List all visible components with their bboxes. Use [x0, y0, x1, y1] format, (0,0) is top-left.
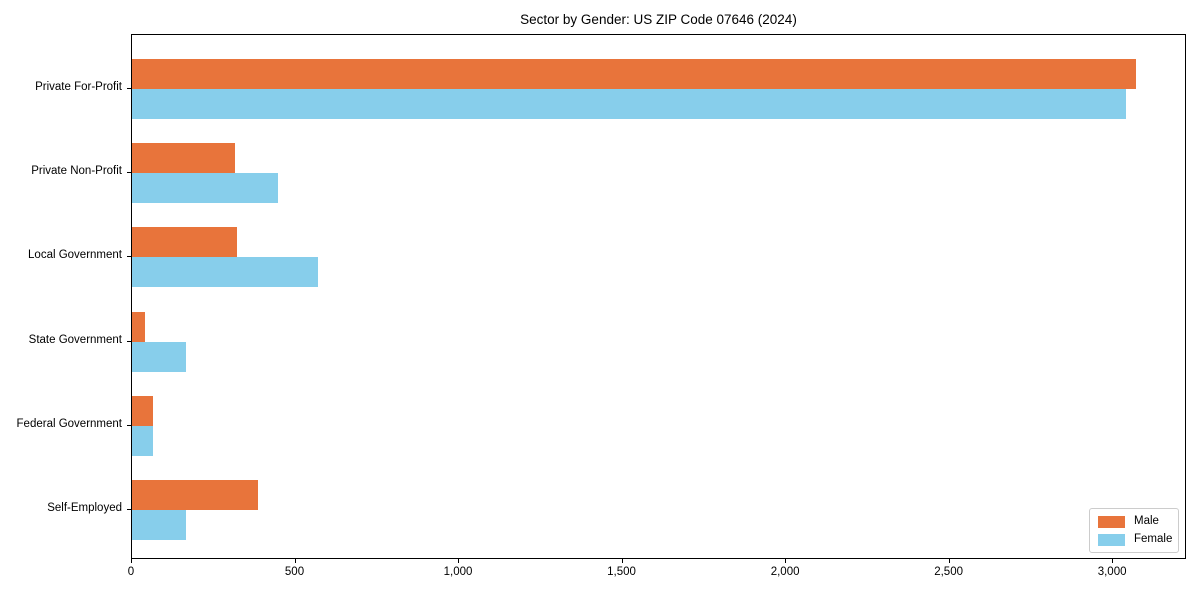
bar-male-3 — [132, 311, 146, 342]
x-tick — [294, 559, 296, 563]
x-tick — [131, 559, 132, 563]
legend: Male Female — [1089, 508, 1179, 553]
y-axis-label: State Government — [28, 333, 122, 346]
bar-female-0 — [132, 89, 1127, 119]
y-tick — [127, 256, 131, 258]
y-tick — [127, 88, 131, 89]
bar-male-1 — [132, 143, 235, 174]
x-tick-label: 2,500 — [934, 566, 963, 578]
bar-male-0 — [132, 59, 1136, 89]
y-axis-label: Private For-Profit — [35, 81, 122, 93]
x-tick — [785, 559, 787, 563]
y-tick — [127, 509, 131, 510]
legend-swatch-male-icon — [1098, 515, 1125, 528]
bar-female-1 — [132, 173, 278, 204]
bar-female-5 — [132, 510, 186, 540]
x-tick — [458, 559, 459, 563]
y-tick — [127, 340, 131, 342]
y-axis-label: Federal Government — [16, 417, 122, 430]
chart-title: Sector by Gender: US ZIP Code 07646 (202… — [520, 12, 797, 27]
legend-item-female: Female — [1098, 533, 1173, 546]
bar-female-2 — [132, 257, 319, 288]
bar-male-4 — [132, 395, 154, 426]
y-axis-label: Local Government — [28, 249, 122, 262]
x-tick-label: 3,000 — [1097, 566, 1127, 578]
x-tick-label: 500 — [284, 566, 305, 578]
plot-area: Male Female — [131, 34, 1186, 559]
x-tick — [1112, 559, 1114, 563]
bar-female-3 — [132, 341, 186, 372]
y-tick — [127, 424, 131, 426]
legend-label-female: Female — [1134, 533, 1173, 545]
y-axis-label: Private Non-Profit — [31, 165, 122, 178]
x-tick-label: 1,000 — [443, 566, 473, 578]
legend-swatch-female-icon — [1098, 533, 1125, 546]
legend-item-male: Male — [1098, 515, 1170, 528]
legend-label-male: Male — [1134, 515, 1159, 527]
bar-male-5 — [132, 480, 258, 510]
x-tick-label: 0 — [127, 566, 135, 578]
x-tick-label: 2,000 — [770, 566, 800, 578]
x-tick — [948, 559, 950, 563]
x-tick-label: 1,500 — [607, 566, 636, 578]
bar-female-4 — [132, 425, 153, 456]
y-tick — [127, 172, 131, 174]
x-tick — [621, 559, 623, 563]
y-axis-label: Self-Employed — [47, 502, 122, 514]
bar-male-2 — [132, 227, 237, 258]
